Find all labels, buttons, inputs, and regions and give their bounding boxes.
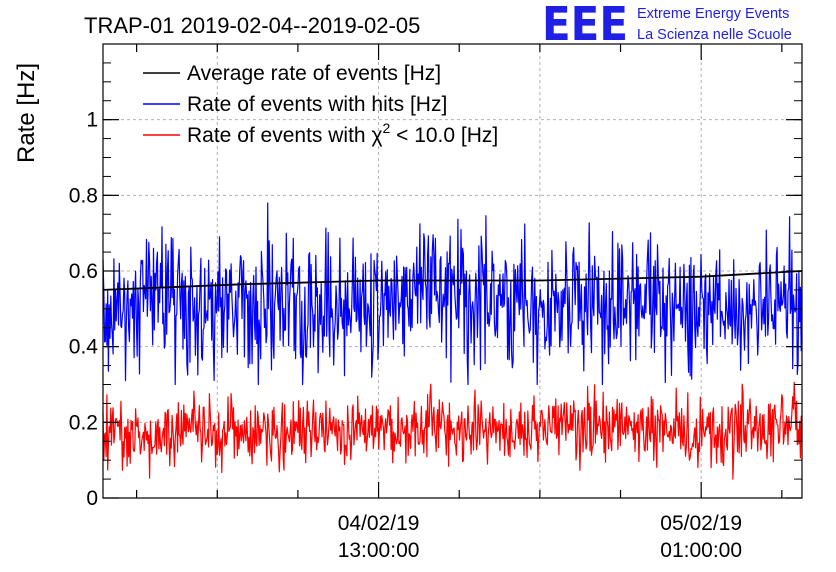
eee-logo-line1: Extreme Energy Events <box>637 6 789 22</box>
eee-logo-line2: La Scienza nelle Scuole <box>637 27 792 43</box>
y-axis-label: Rate [Hz] <box>13 63 40 163</box>
legend-label-average: Average rate of events [Hz] <box>187 62 441 85</box>
x-tick-label-time: 01:00:00 <box>660 539 742 562</box>
eee-logo: EEE Extreme Energy Events La Scienza nel… <box>542 0 792 51</box>
x-tick-labels: 04/02/19 13:00:00 05/02/19 01:00:00 <box>338 512 742 562</box>
chart-title: TRAP-01 2019-02-04--2019-02-05 <box>84 13 420 38</box>
series-chi2 <box>102 381 803 480</box>
x-tick-label-date: 04/02/19 <box>338 512 420 535</box>
y-tick-label: 0.6 <box>69 260 98 283</box>
y-tick-labels: 0 0.2 0.4 0.6 0.8 1 <box>69 109 99 510</box>
x-tick-label-time: 13:00:00 <box>338 539 420 562</box>
legend: Average rate of events [Hz] Rate of even… <box>143 62 498 147</box>
x-tick-label-date: 05/02/19 <box>660 512 742 535</box>
y-tick-label: 0.2 <box>69 411 98 434</box>
y-tick-label: 1 <box>86 109 98 132</box>
series-hits <box>102 202 803 386</box>
legend-label-hits: Rate of events with hits [Hz] <box>187 93 447 116</box>
series-group <box>102 202 803 480</box>
y-tick-label: 0.8 <box>69 184 98 207</box>
series-average <box>102 270 803 291</box>
y-tick-label: 0.4 <box>69 336 99 359</box>
y-tick-label: 0 <box>86 487 98 510</box>
eee-logo-mark: EEE <box>542 0 628 51</box>
legend-label-chi2: Rate of events with χ2 < 10.0 [Hz] <box>187 120 498 147</box>
plot-frame <box>102 43 803 499</box>
